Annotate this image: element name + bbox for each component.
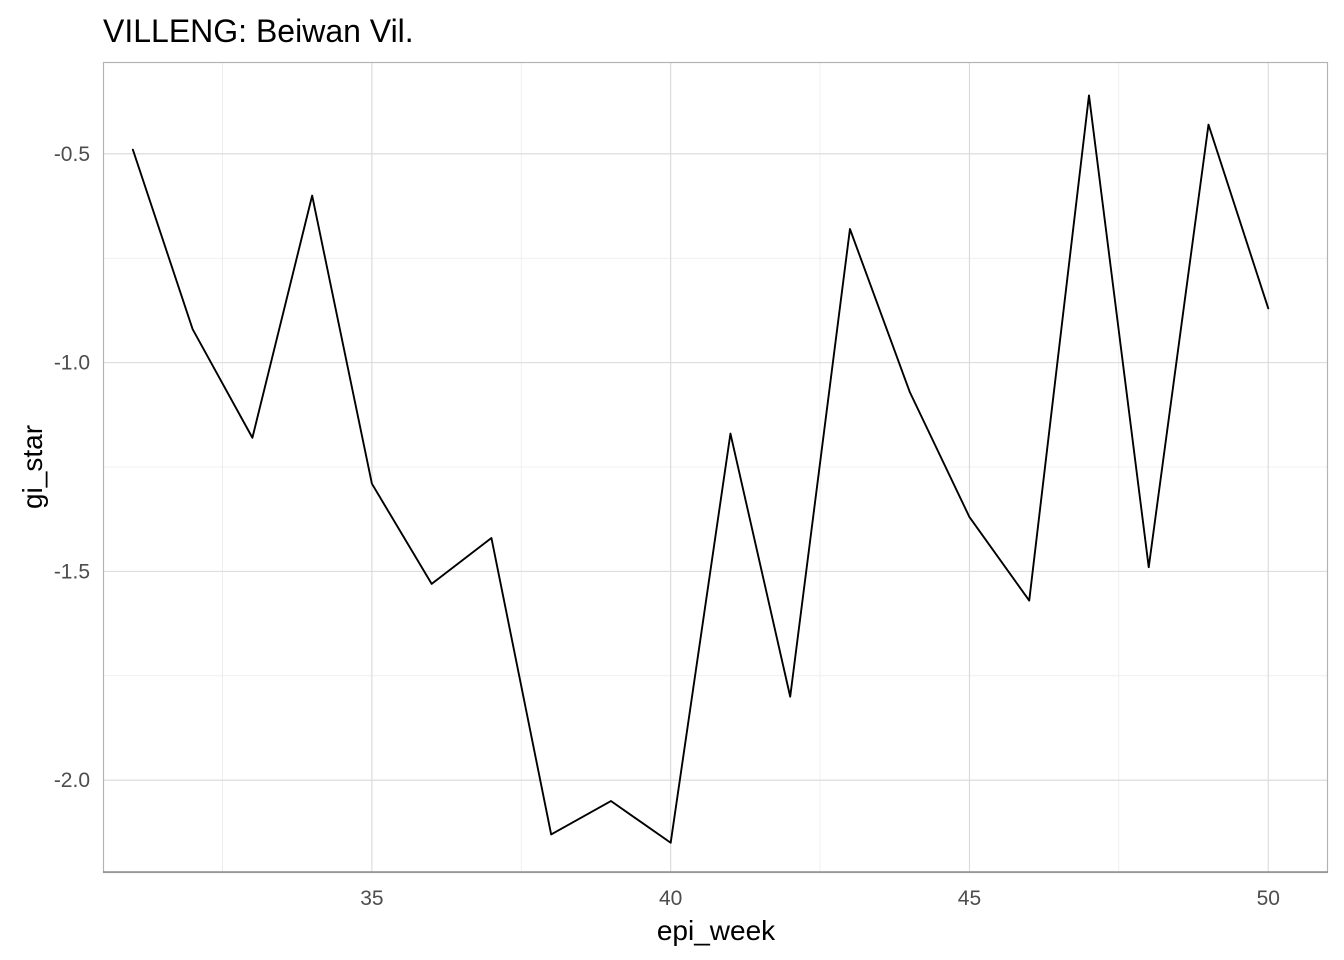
y-tick-label: -1.5 <box>54 560 90 583</box>
chart-title: VILLENG: Beiwan Vil. <box>103 13 414 49</box>
x-tick-label: 40 <box>659 887 682 910</box>
plot-panel <box>102 61 1329 874</box>
y-tick-label: -2.0 <box>54 769 90 792</box>
series-line <box>131 94 1270 844</box>
x-tick-label: 35 <box>360 887 383 910</box>
y-axis-title: gi_star <box>17 425 48 509</box>
series-layer <box>131 94 1270 844</box>
y-tick-label: -1.0 <box>54 352 90 375</box>
x-tick-label: 45 <box>958 887 981 910</box>
grid <box>103 62 1328 872</box>
x-tick-label: 50 <box>1257 887 1280 910</box>
y-tick-label: -0.5 <box>54 143 90 166</box>
x-axis-title: epi_week <box>657 915 776 946</box>
tick-labels: 35 40 45 50 -0.5 -1.0 -1.5 -2.0 <box>54 143 1280 910</box>
